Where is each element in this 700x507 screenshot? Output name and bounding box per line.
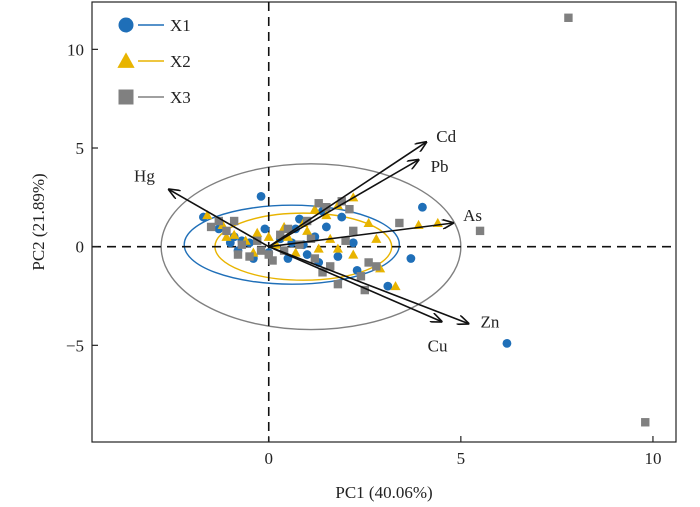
- data-point: [237, 240, 247, 249]
- data-point: [371, 233, 382, 243]
- x-axis-title: PC1 (40.06%): [335, 483, 432, 502]
- y-tick-label: 10: [67, 40, 84, 59]
- ellipse-x1: [183, 204, 401, 285]
- data-point: [295, 240, 304, 249]
- data-point: [418, 202, 427, 212]
- loading-arrow-hg: [169, 189, 270, 248]
- data-point: [641, 418, 650, 427]
- loading-arrow-cd: [268, 142, 427, 248]
- data-point: [348, 249, 359, 259]
- plot-area-frame: [91, 1, 677, 443]
- data-point: [290, 247, 301, 257]
- data-point: [348, 238, 358, 248]
- data-point: [233, 250, 243, 259]
- data-point: [263, 231, 274, 241]
- series-x2: [202, 192, 443, 291]
- data-point: [260, 224, 270, 234]
- data-point: [564, 13, 573, 22]
- loading-label-hg: Hg: [134, 166, 155, 185]
- data-point: [321, 222, 331, 232]
- reference-lines: [92, 2, 676, 442]
- legend-entry-x3: X3: [118, 88, 191, 107]
- data-point: [356, 272, 366, 281]
- data-point: [341, 236, 350, 245]
- series-x3: [206, 13, 650, 427]
- data-point: [337, 212, 347, 222]
- data-point: [502, 338, 512, 348]
- data-point: [406, 254, 416, 263]
- data-point: [313, 243, 324, 253]
- data-point: [333, 279, 343, 289]
- legend-marker: [117, 52, 135, 68]
- loading-label-pb: Pb: [431, 157, 449, 176]
- data-point: [383, 281, 393, 291]
- data-point: [326, 262, 335, 271]
- data-point: [256, 191, 266, 201]
- legend-marker: [118, 17, 134, 33]
- loading-label-zn: Zn: [481, 313, 500, 332]
- data-point: [268, 256, 277, 265]
- data-point: [345, 204, 354, 214]
- data-point: [333, 252, 343, 261]
- data-point: [202, 210, 213, 220]
- data-point: [302, 225, 313, 235]
- legend-label: X3: [170, 88, 191, 107]
- data-point: [360, 285, 369, 295]
- axis-ticks: 0 5 10 −5 0 5 10: [66, 40, 662, 468]
- data-point: [475, 226, 485, 236]
- data-point: [279, 246, 289, 255]
- data-point: [309, 204, 320, 214]
- data-point: [302, 250, 312, 259]
- y-tick-label: 0: [76, 238, 85, 257]
- loading-label-cu: Cu: [428, 337, 448, 356]
- data-point: [264, 250, 273, 259]
- x-tick-label: 5: [457, 449, 466, 468]
- data-point: [314, 199, 323, 208]
- data-point: [364, 258, 373, 267]
- data-point: [214, 216, 223, 226]
- data-point: [363, 217, 374, 228]
- x-tick-label: 0: [264, 449, 273, 468]
- data-point: [321, 210, 332, 220]
- data-point: [349, 226, 358, 236]
- data-point: [276, 230, 285, 240]
- x-tick-label: 10: [644, 449, 661, 468]
- y-tick-label: 5: [76, 139, 85, 158]
- data-point: [245, 252, 254, 261]
- loading-label-cd: Cd: [436, 127, 456, 146]
- legend-entry-x1: X1: [118, 16, 191, 35]
- data-point: [283, 224, 293, 234]
- data-point: [390, 281, 401, 291]
- data-point: [372, 262, 381, 271]
- data-point: [306, 234, 316, 243]
- data-point: [395, 218, 404, 228]
- data-points: [199, 13, 650, 427]
- data-point: [332, 243, 343, 253]
- data-point: [222, 226, 231, 236]
- data-point: [252, 227, 263, 237]
- data-point: [229, 216, 239, 226]
- data-point: [318, 268, 327, 277]
- y-axis-title: PC2 (21.89%): [29, 173, 48, 270]
- legend-marker: [118, 89, 134, 105]
- data-point: [206, 222, 216, 232]
- loading-arrow-zn: [268, 245, 469, 324]
- legend-entry-x2: X2: [117, 52, 191, 71]
- legend-label: X2: [170, 52, 191, 71]
- data-point: [256, 246, 266, 255]
- loading-arrow-cu: [268, 245, 442, 322]
- loading-arrow-as: [268, 223, 453, 248]
- data-point: [310, 254, 320, 263]
- legend-label: X1: [170, 16, 191, 35]
- data-point: [221, 231, 232, 241]
- loading-label-as: As: [463, 206, 482, 225]
- loading-arrows: Cd Pb As Hg Zn Cu: [134, 127, 500, 356]
- data-point: [337, 197, 346, 206]
- data-point: [322, 203, 331, 212]
- legend: X1 X2 X3: [117, 16, 191, 107]
- data-point: [229, 229, 240, 239]
- loading-arrow-pb: [268, 160, 419, 248]
- y-tick-label: −5: [66, 336, 84, 355]
